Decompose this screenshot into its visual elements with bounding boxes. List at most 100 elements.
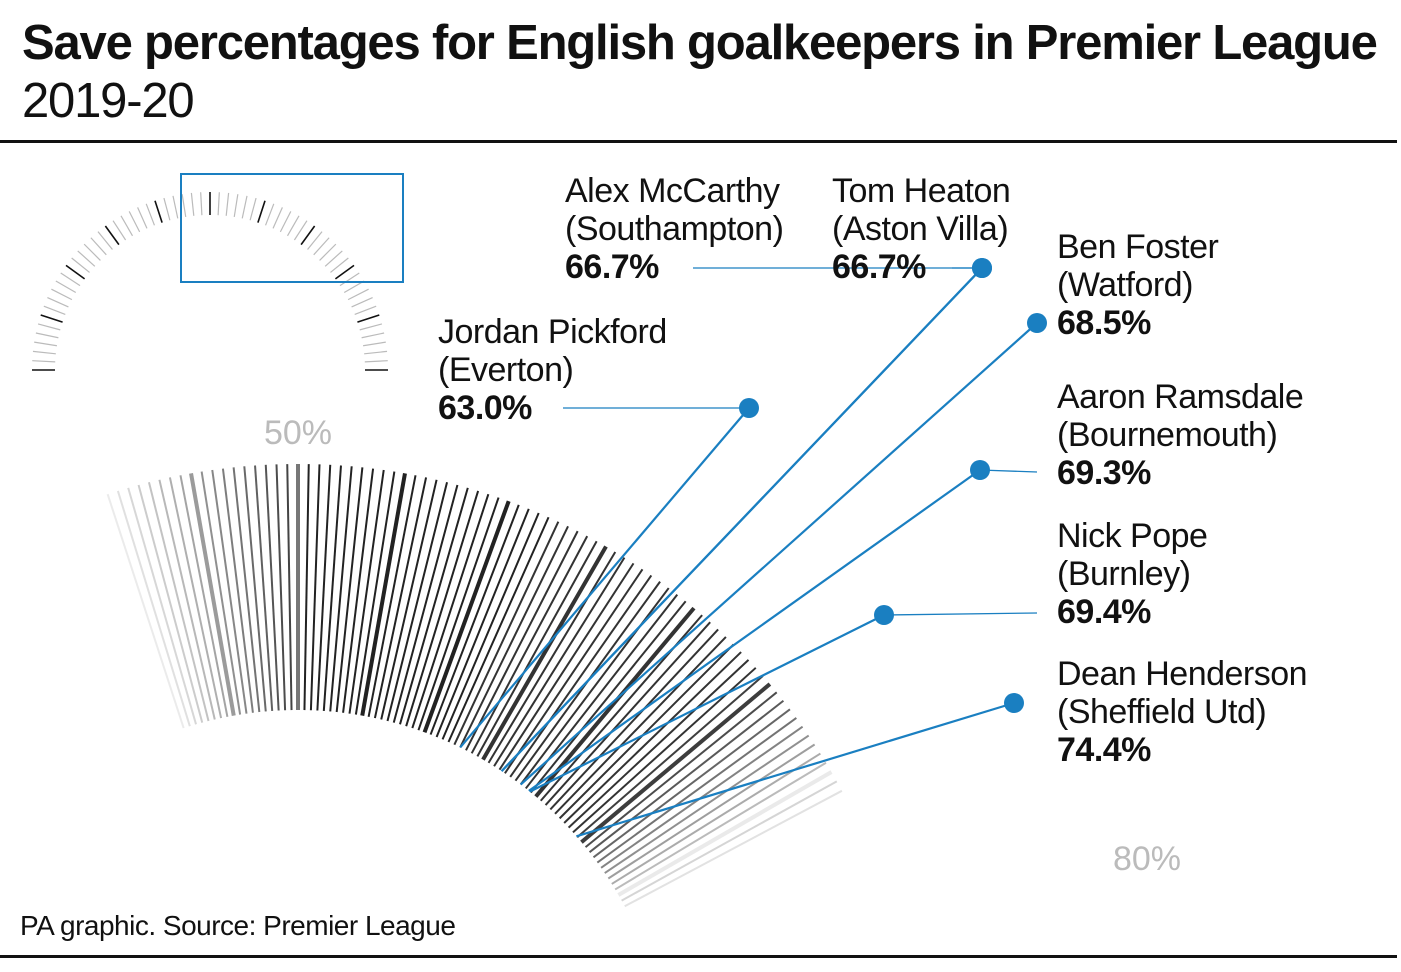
mini-gauge-tick xyxy=(34,341,58,347)
point-club: (Southampton) xyxy=(565,210,784,248)
gauge-ticks xyxy=(106,464,843,908)
scale-min-label: 50% xyxy=(264,414,332,452)
point-name: Tom Heaton xyxy=(832,172,1011,210)
mini-gauge-tick xyxy=(120,215,134,237)
mini-gauge-tick xyxy=(37,323,61,331)
mini-gauge-tick xyxy=(137,207,148,229)
mini-gauge-tick xyxy=(32,350,56,355)
gauge-tick xyxy=(534,606,696,798)
gauge-tick xyxy=(200,471,242,715)
gauge-tick xyxy=(549,628,719,811)
mini-gauge-tick xyxy=(181,194,187,218)
gauge-tick xyxy=(498,562,635,771)
connector-line xyxy=(519,322,1038,786)
mini-gauge-tick xyxy=(339,272,360,287)
gauge-tick xyxy=(127,487,197,725)
mini-gauge-tick xyxy=(249,197,257,221)
gauge-tick xyxy=(405,490,480,727)
mini-gauge-tick xyxy=(293,220,308,241)
gauge-tick xyxy=(614,761,827,891)
gauge-tick xyxy=(487,551,617,764)
gauge-tick xyxy=(435,508,530,738)
data-point xyxy=(1004,693,1024,713)
gauge-tick xyxy=(596,717,797,864)
gauge-tick xyxy=(386,482,448,722)
data-point xyxy=(1027,313,1047,333)
gauge-tick xyxy=(211,469,248,714)
mini-gauge-tick xyxy=(43,305,66,316)
mini-gauge-tick xyxy=(241,195,248,219)
mini-gauge-tick xyxy=(47,297,69,308)
gauge-tick xyxy=(158,479,216,720)
gauge-tick xyxy=(447,516,550,743)
gauge-tick xyxy=(148,482,210,722)
gauge-tick xyxy=(493,557,626,767)
gauge-tick xyxy=(221,468,254,713)
mini-gauge-tick xyxy=(112,220,127,241)
mini-gauge-tick xyxy=(334,264,355,280)
connector-line xyxy=(459,407,750,749)
connector-lines xyxy=(459,258,1047,838)
bottom-rule xyxy=(0,955,1397,958)
gauge-tick xyxy=(476,540,598,757)
gauge-tick xyxy=(441,512,540,740)
gauge-tick xyxy=(459,525,569,748)
point-value: 69.4% xyxy=(1057,593,1151,631)
mini-gauge-tick xyxy=(163,197,171,221)
point-name: Aaron Ramsdale xyxy=(1057,378,1304,416)
label-foster: Ben Foster (Watford) 68.5% xyxy=(1057,228,1219,342)
connector-line xyxy=(529,614,885,793)
point-club: (Sheffield Utd) xyxy=(1057,693,1267,731)
gauge-tick xyxy=(588,699,785,853)
mini-gauge-tick xyxy=(364,350,388,355)
label-pope: Nick Pope (Burnley) 69.4% xyxy=(1057,517,1208,631)
gauge-tick xyxy=(392,484,459,723)
mini-gauge-tick xyxy=(319,243,337,261)
gauge-tick xyxy=(360,473,407,716)
gauge-tick xyxy=(509,574,653,778)
mini-gauge-tick xyxy=(347,288,369,301)
mini-gauge-tick xyxy=(145,203,156,226)
mini-gauge-tick xyxy=(55,280,77,294)
gauge-tick xyxy=(348,469,385,714)
gauge-tick xyxy=(607,743,816,880)
point-club: (Watford) xyxy=(1057,266,1193,304)
gauge-tick xyxy=(617,770,833,897)
mini-gauge-tick xyxy=(264,203,275,226)
gauge-tick xyxy=(243,466,267,712)
mini-gauge-tick xyxy=(217,192,220,216)
label-henderson: Dean Henderson (Sheffield Utd) 74.4% xyxy=(1057,655,1308,769)
gauge-tick xyxy=(429,504,520,735)
mini-gauge-tick xyxy=(257,200,266,223)
gauge-tick xyxy=(611,752,821,885)
title-season: 2019-20 xyxy=(22,74,195,128)
point-name: Nick Pope xyxy=(1057,517,1208,555)
gauge-tick xyxy=(335,467,364,713)
gauge-tick xyxy=(580,682,772,844)
point-value: 69.3% xyxy=(1057,454,1151,492)
mini-gauge-tick xyxy=(357,314,380,323)
mini-gauge-tick xyxy=(200,192,203,216)
mini-gauge-tick xyxy=(351,297,373,308)
gauge-tick xyxy=(354,471,396,715)
mini-gauge-tick xyxy=(313,237,330,256)
point-name: Dean Henderson xyxy=(1057,655,1308,693)
gauge-tick xyxy=(504,568,644,774)
mini-gauge-tick xyxy=(104,225,120,246)
gauge-tick xyxy=(399,487,469,725)
mini-gauge-tick xyxy=(279,211,292,233)
gauge-tick xyxy=(373,477,428,719)
mini-gauge-tick xyxy=(97,231,113,250)
mini-gauge-tick xyxy=(172,195,179,219)
gauge-tick xyxy=(316,464,332,711)
mini-gauge-tick xyxy=(71,257,90,273)
point-club: (Aston Villa) xyxy=(832,210,1009,248)
point-value: 68.5% xyxy=(1057,304,1151,342)
gauge-tick xyxy=(558,643,735,820)
point-name: Ben Foster xyxy=(1057,228,1219,266)
point-club: (Burnley) xyxy=(1057,555,1191,593)
mini-gauge-tick xyxy=(300,225,316,246)
mini-gauge-tick xyxy=(324,250,343,267)
gauge-tick xyxy=(106,493,185,729)
label-pickford: Jordan Pickford (Everton) 63.0% xyxy=(438,313,667,427)
